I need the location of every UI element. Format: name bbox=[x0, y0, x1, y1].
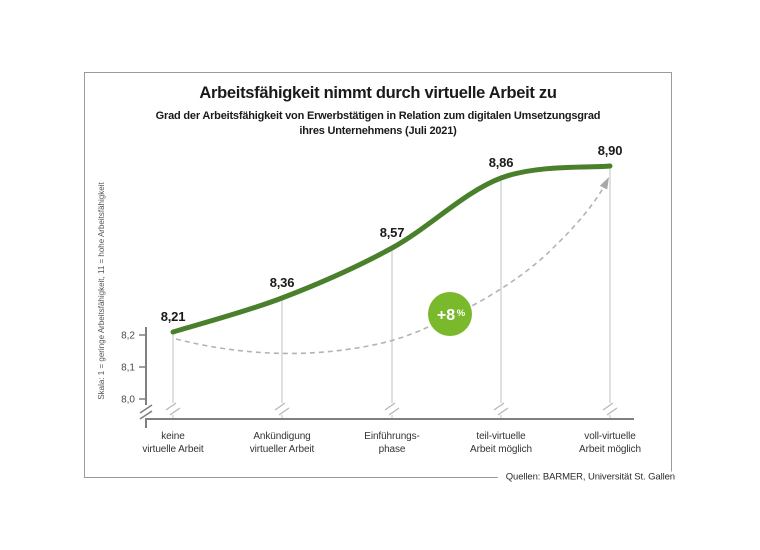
y-tick-label: 8,1 bbox=[121, 363, 135, 374]
y-tick-label: 8,2 bbox=[121, 331, 135, 342]
axis-break-slash bbox=[384, 402, 396, 411]
value-label: 8,21 bbox=[161, 309, 186, 324]
axis-break-slash bbox=[139, 404, 153, 414]
axis-break-slash bbox=[602, 402, 614, 411]
axis-break-slash bbox=[606, 407, 618, 416]
chart-subtitle: Grad der Arbeitsfähigkeit von Erwerbstät… bbox=[155, 110, 601, 137]
growth-badge bbox=[428, 292, 472, 336]
category-label: Einführungs-phase bbox=[364, 431, 420, 455]
axis-break-slash bbox=[274, 402, 286, 411]
value-label: 8,36 bbox=[270, 275, 295, 290]
badge-percent-sign: % bbox=[457, 308, 466, 319]
axis-break-gap bbox=[387, 403, 397, 415]
axis-break-slash bbox=[278, 407, 290, 416]
value-label: 8,90 bbox=[598, 143, 623, 158]
axis-break-gap bbox=[140, 405, 152, 418]
axis-break-gap bbox=[168, 403, 178, 415]
axis-break-slash bbox=[388, 407, 400, 416]
badge-label: +8 bbox=[437, 307, 455, 324]
axis-break-slash bbox=[139, 410, 153, 420]
line-chart: 8,2 8,1 8,0 8,21 8,36 8,57 8,86 8,90 +8 % keine vir… bbox=[97, 143, 641, 455]
category-label: teil-virtuelle Arbeit möglich bbox=[470, 431, 532, 455]
chart-title: Arbeitsfähigkeit nimmt durch virtuelle A… bbox=[199, 84, 557, 102]
axis-break-slash bbox=[493, 402, 505, 411]
source-credit: Quellen: BARMER, Universität St. Gallen bbox=[497, 471, 675, 483]
category-label: keine virtuelle Arbeit bbox=[142, 431, 204, 455]
data-line bbox=[170, 163, 613, 335]
axis-break-gap bbox=[605, 403, 615, 415]
axis-break-gap bbox=[277, 403, 287, 415]
category-label: Ankündigung virtueller Arbeit bbox=[250, 431, 315, 455]
value-label: 8,86 bbox=[489, 155, 514, 170]
chart-card: 8,2 8,1 8,0 8,21 8,36 8,57 8,86 8,90 +8% keine vir… bbox=[84, 72, 675, 483]
axis-break-slash bbox=[169, 407, 181, 416]
category-label: voll-virtuelle Arbeit möglich bbox=[579, 431, 641, 455]
value-label: 8,57 bbox=[380, 225, 405, 240]
axis-break-gap bbox=[496, 403, 506, 415]
axis-break-slash bbox=[165, 402, 177, 411]
trend-arrowhead-icon bbox=[599, 177, 609, 190]
axis-break-slash bbox=[497, 407, 509, 416]
y-axis-label: Skala: 1 = geringe Arbeitsfähigkeit, 11 … bbox=[97, 182, 106, 400]
y-tick-label: 8,0 bbox=[121, 395, 135, 406]
